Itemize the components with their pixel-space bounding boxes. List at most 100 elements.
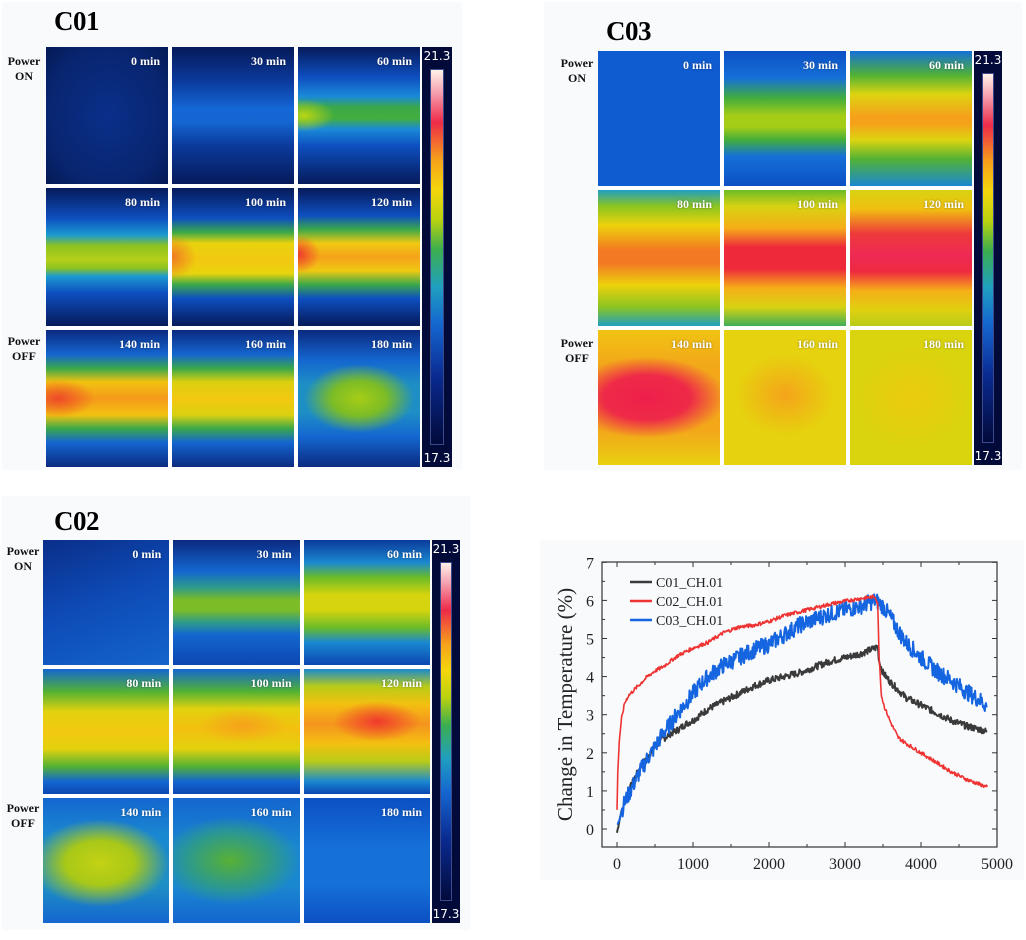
time-label: 160 min [796,336,838,351]
thermal-tile: 140 min [43,798,170,923]
colorbar: 21.3 17.3 [974,51,1002,465]
thermal-panel-c01: C01 Power ON Power OFF 0 min 30 min 60 m… [2,2,462,470]
time-label: 140 min [120,805,162,819]
colorbar-max-label: 21.3 [974,53,1002,67]
time-label: 30 min [250,54,286,68]
colorbar-gradient [430,69,444,445]
colorbar-min-label: 17.3 [974,449,1002,463]
thermal-tile: 180 min [298,329,420,467]
series-line-c02-ch-01 [616,594,988,810]
thermal-tile: 100 min [724,190,846,326]
panel-title: C02 [54,506,100,536]
time-label: 180 min [922,336,964,351]
thermal-panel-c03: C03 Power ON Power OFF 0 min 30 min 60 m… [544,2,1022,470]
series-line-c01-ch-01 [616,644,988,833]
colorbar-max-label: 21.3 [432,542,460,556]
row-label-power-on: Power ON [6,544,40,573]
thermal-tile: 30 min [724,51,846,187]
thermal-tile: 80 min [46,188,168,326]
legend-label: C01_CH.01 [656,576,723,591]
thermal-tile: 160 min [724,329,846,465]
thermal-tile: 80 min [43,669,170,794]
y-tick-label: 4 [586,670,594,687]
y-tick-label: 5 [586,632,594,649]
time-label: 100 min [250,676,292,690]
thermal-tile: 60 min [298,47,420,185]
thermal-grid: 0 min 30 min 60 min 80 min 100 min 120 m… [43,540,430,923]
thermal-tile: 0 min [46,47,168,185]
colorbar-gradient [440,562,452,901]
time-label: 100 min [244,195,286,210]
y-tick-label: 0 [586,822,594,839]
time-label: 60 min [928,58,964,72]
x-tick-label: 0 [613,856,621,873]
y-tick-label: 3 [586,708,594,725]
colorbar-gradient [982,73,994,443]
colorbar-max-label: 21.3 [423,49,451,63]
thermal-tile: 140 min [46,329,168,467]
time-label: 0 min [130,54,160,68]
time-label: 60 min [376,54,412,68]
time-label: 160 min [244,336,286,351]
x-tick-label: 5000 [981,856,1013,873]
colorbar-min-label: 17.3 [423,451,451,465]
thermal-panel-c02: C02 Power ON Power OFF 0 min 30 min 60 m… [2,496,470,930]
thermal-tile: 180 min [303,798,430,923]
y-tick-label: 2 [586,746,594,763]
thermal-tile: 120 min [298,188,420,326]
panel-title: C01 [54,6,100,36]
time-label: 30 min [256,547,292,561]
series-line-c03-ch-01 [616,593,988,825]
legend-label: C03_CH.01 [656,614,723,629]
thermal-tile: 140 min [598,329,720,465]
panel-title: C03 [606,16,652,46]
x-tick-label: 2000 [753,856,785,873]
series-layer [616,593,988,833]
row-label-power-off: Power OFF [560,336,594,365]
time-label: 140 min [670,336,712,351]
time-label: 140 min [118,336,160,351]
row-label-power-off: Power OFF [7,334,41,363]
temperature-change-chart: 0 1000 2000 3000 4000 5000 0 1 2 3 4 5 6 7 C01_CH.01 C… [540,540,1024,880]
axes-layer: 0 1000 2000 3000 4000 5000 0 1 2 3 4 5 6 7 [586,555,1013,873]
colorbar: 21.3 17.3 [422,47,452,467]
time-label: 180 min [380,805,422,819]
time-label: 160 min [250,805,292,819]
time-label: 120 min [922,197,964,212]
legend-label: C02_CH.01 [656,595,723,610]
y-tick-label: 7 [586,555,594,572]
y-tick-label: 1 [586,784,594,801]
time-label: 120 min [370,195,412,210]
row-label-power-on: Power ON [7,54,41,83]
thermal-grid: 0 min 30 min 60 min 80 min 100 min 120 m… [598,51,972,465]
time-label: 80 min [126,676,162,690]
colorbar-min-label: 17.3 [432,907,460,921]
thermal-tile: 100 min [172,188,294,326]
thermal-grid: 0 min 30 min 60 min 80 min 100 min 120 m… [46,47,420,467]
time-label: 80 min [124,195,160,210]
colorbar: 21.3 17.3 [432,540,460,923]
thermal-tile: 30 min [172,47,294,185]
time-label: 100 min [796,197,838,212]
thermal-tile: 80 min [598,190,720,326]
thermal-tile: 30 min [173,540,300,665]
time-label: 180 min [370,336,412,351]
time-label: 0 min [682,58,712,72]
thermal-tile: 60 min [850,51,972,187]
y-axis-label: Change in Temperature (%) [553,588,577,821]
thermal-tile: 0 min [598,51,720,187]
row-label-power-off: Power OFF [6,801,40,830]
legend: C01_CH.01 C02_CH.01 C03_CH.01 [630,576,723,629]
thermal-tile: 120 min [303,669,430,794]
x-tick-label: 3000 [829,856,861,873]
thermal-tile: 180 min [850,329,972,465]
time-label: 60 min [386,547,422,561]
thermal-tile: 0 min [43,540,170,665]
time-label: 120 min [380,676,422,690]
y-tick-label: 6 [586,593,594,610]
thermal-tile: 160 min [172,329,294,467]
thermal-tile: 60 min [303,540,430,665]
plot-frame [601,561,998,848]
row-label-power-on: Power ON [560,56,594,85]
